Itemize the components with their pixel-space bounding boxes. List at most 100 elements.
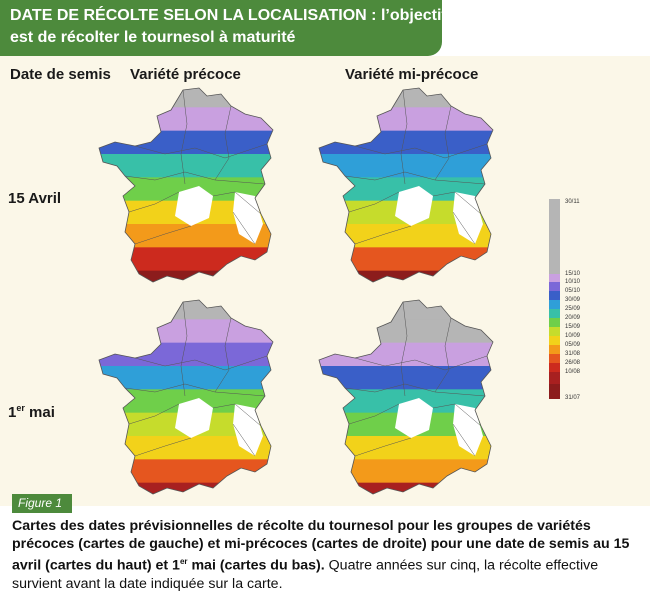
- map-department-border: [354, 355, 488, 371]
- caption-bold-part-1: Cartes des dates prévisionnelles de réco…: [12, 518, 630, 574]
- legend-label: 30/09: [565, 297, 581, 303]
- row-label-may-word: mai: [24, 404, 55, 421]
- map-color-band: [99, 482, 273, 494]
- map-department-border: [354, 423, 476, 457]
- map-department-border: [134, 423, 256, 457]
- figure-label: Figure 1: [12, 494, 72, 513]
- legend-label: 20/09: [565, 315, 581, 321]
- figure-panel: [0, 56, 650, 506]
- legend-swatch: [549, 282, 560, 291]
- legend-swatch: [549, 336, 560, 345]
- legend-swatch: [549, 384, 560, 399]
- map-department-border: [124, 171, 266, 185]
- legend-label: 31/08: [565, 351, 581, 357]
- caption-sup: er: [179, 557, 188, 567]
- map-color-band: [99, 130, 273, 155]
- map-color-band: [99, 300, 273, 321]
- legend-label: 31/07: [565, 395, 581, 401]
- map-outline: [98, 299, 274, 495]
- legend-swatch: [549, 363, 560, 372]
- map-color-band: [319, 436, 493, 461]
- title-line-1: DATE DE RÉCOLTE SELON LA LOCALISATION : …: [10, 7, 447, 24]
- caption-bold-part-2: mai (cartes du bas).: [187, 557, 325, 574]
- map-may-semi-early: [318, 299, 494, 495]
- map-color-band: [319, 366, 493, 391]
- row-label-may-number: 1: [8, 404, 17, 421]
- map-color-band: [99, 247, 273, 272]
- map-department-border: [400, 89, 408, 185]
- legend-color-bar: [549, 199, 560, 399]
- map-department-border: [134, 355, 268, 371]
- map-color-band: [99, 366, 273, 391]
- map-color-band: [319, 130, 493, 155]
- map-no-data-zone: [395, 398, 433, 438]
- legend-swatch: [549, 309, 560, 318]
- legend-swatch: [549, 300, 560, 309]
- map-april-semi-early: [318, 87, 494, 283]
- legend-label: 15/10: [565, 271, 581, 277]
- legend-swatch: [549, 327, 560, 336]
- row-label-may: 1er mai: [8, 403, 55, 421]
- map-outline: [318, 87, 494, 283]
- legend-swatch: [549, 354, 560, 363]
- map-color-band: [319, 107, 493, 132]
- map-department-border: [128, 403, 262, 427]
- map-color-band: [99, 319, 273, 344]
- map-department-border: [344, 383, 486, 397]
- map-color-band: [319, 459, 493, 484]
- legend-label: 15/09: [565, 324, 581, 330]
- map-department-border: [128, 191, 262, 215]
- map-color-band: [99, 224, 273, 249]
- early-variety-header: Variété précoce: [130, 66, 241, 83]
- map-color-band: [99, 88, 273, 109]
- semi-early-variety-header: Variété mi-précoce: [345, 66, 479, 83]
- legend-swatch: [549, 345, 560, 354]
- map-department-border: [348, 191, 482, 215]
- title-line-2: est de récolter le tournesol à maturité: [10, 29, 296, 46]
- map-department-border: [134, 211, 256, 245]
- map-color-band: [319, 88, 493, 109]
- map-no-data-zone: [175, 186, 213, 226]
- map-color-band: [99, 436, 273, 461]
- map-department-border: [344, 171, 486, 185]
- map-color-band: [319, 154, 493, 179]
- map-department-border: [400, 301, 408, 397]
- map-department-border: [354, 211, 476, 245]
- legend-label: 30/11: [565, 199, 580, 205]
- map-color-band: [99, 342, 273, 367]
- map-no-data-zone: [395, 186, 433, 226]
- map-color-band: [99, 107, 273, 132]
- map-no-data-zone: [453, 192, 483, 244]
- map-no-data-zone: [175, 398, 213, 438]
- map-color-band: [319, 247, 493, 272]
- map-department-border: [214, 317, 232, 393]
- row-label-may-sup: er: [16, 403, 25, 413]
- legend-swatch: [549, 199, 560, 274]
- map-department-border: [434, 317, 452, 393]
- map-no-data-zone: [233, 192, 263, 244]
- map-color-band: [319, 342, 493, 367]
- map-april-early: [98, 87, 274, 283]
- map-department-border: [354, 143, 488, 159]
- map-department-border: [124, 383, 266, 397]
- map-department-border: [180, 301, 188, 397]
- caption-normal-part: Quatre années sur cinq, la récolte effec…: [12, 557, 599, 592]
- map-department-border: [180, 89, 188, 185]
- legend-label: 05/10: [565, 288, 581, 294]
- map-department-border: [348, 403, 482, 427]
- map-outline: [318, 299, 494, 495]
- map-no-data-zone: [453, 404, 483, 456]
- sowing-date-header: Date de semis: [10, 66, 111, 83]
- map-color-band: [319, 482, 493, 494]
- map-color-band: [319, 319, 493, 344]
- map-color-band: [99, 459, 273, 484]
- title-banner: DATE DE RÉCOLTE SELON LA LOCALISATION : …: [0, 0, 447, 56]
- figure-caption: Cartes des dates prévisionnelles de réco…: [12, 518, 642, 593]
- map-outline: [98, 87, 274, 283]
- map-color-band: [319, 224, 493, 249]
- map-color-band: [99, 154, 273, 179]
- map-department-border: [214, 105, 232, 181]
- map-department-border: [434, 105, 452, 181]
- map-department-border: [134, 143, 268, 159]
- legend-label: 05/09: [565, 342, 581, 348]
